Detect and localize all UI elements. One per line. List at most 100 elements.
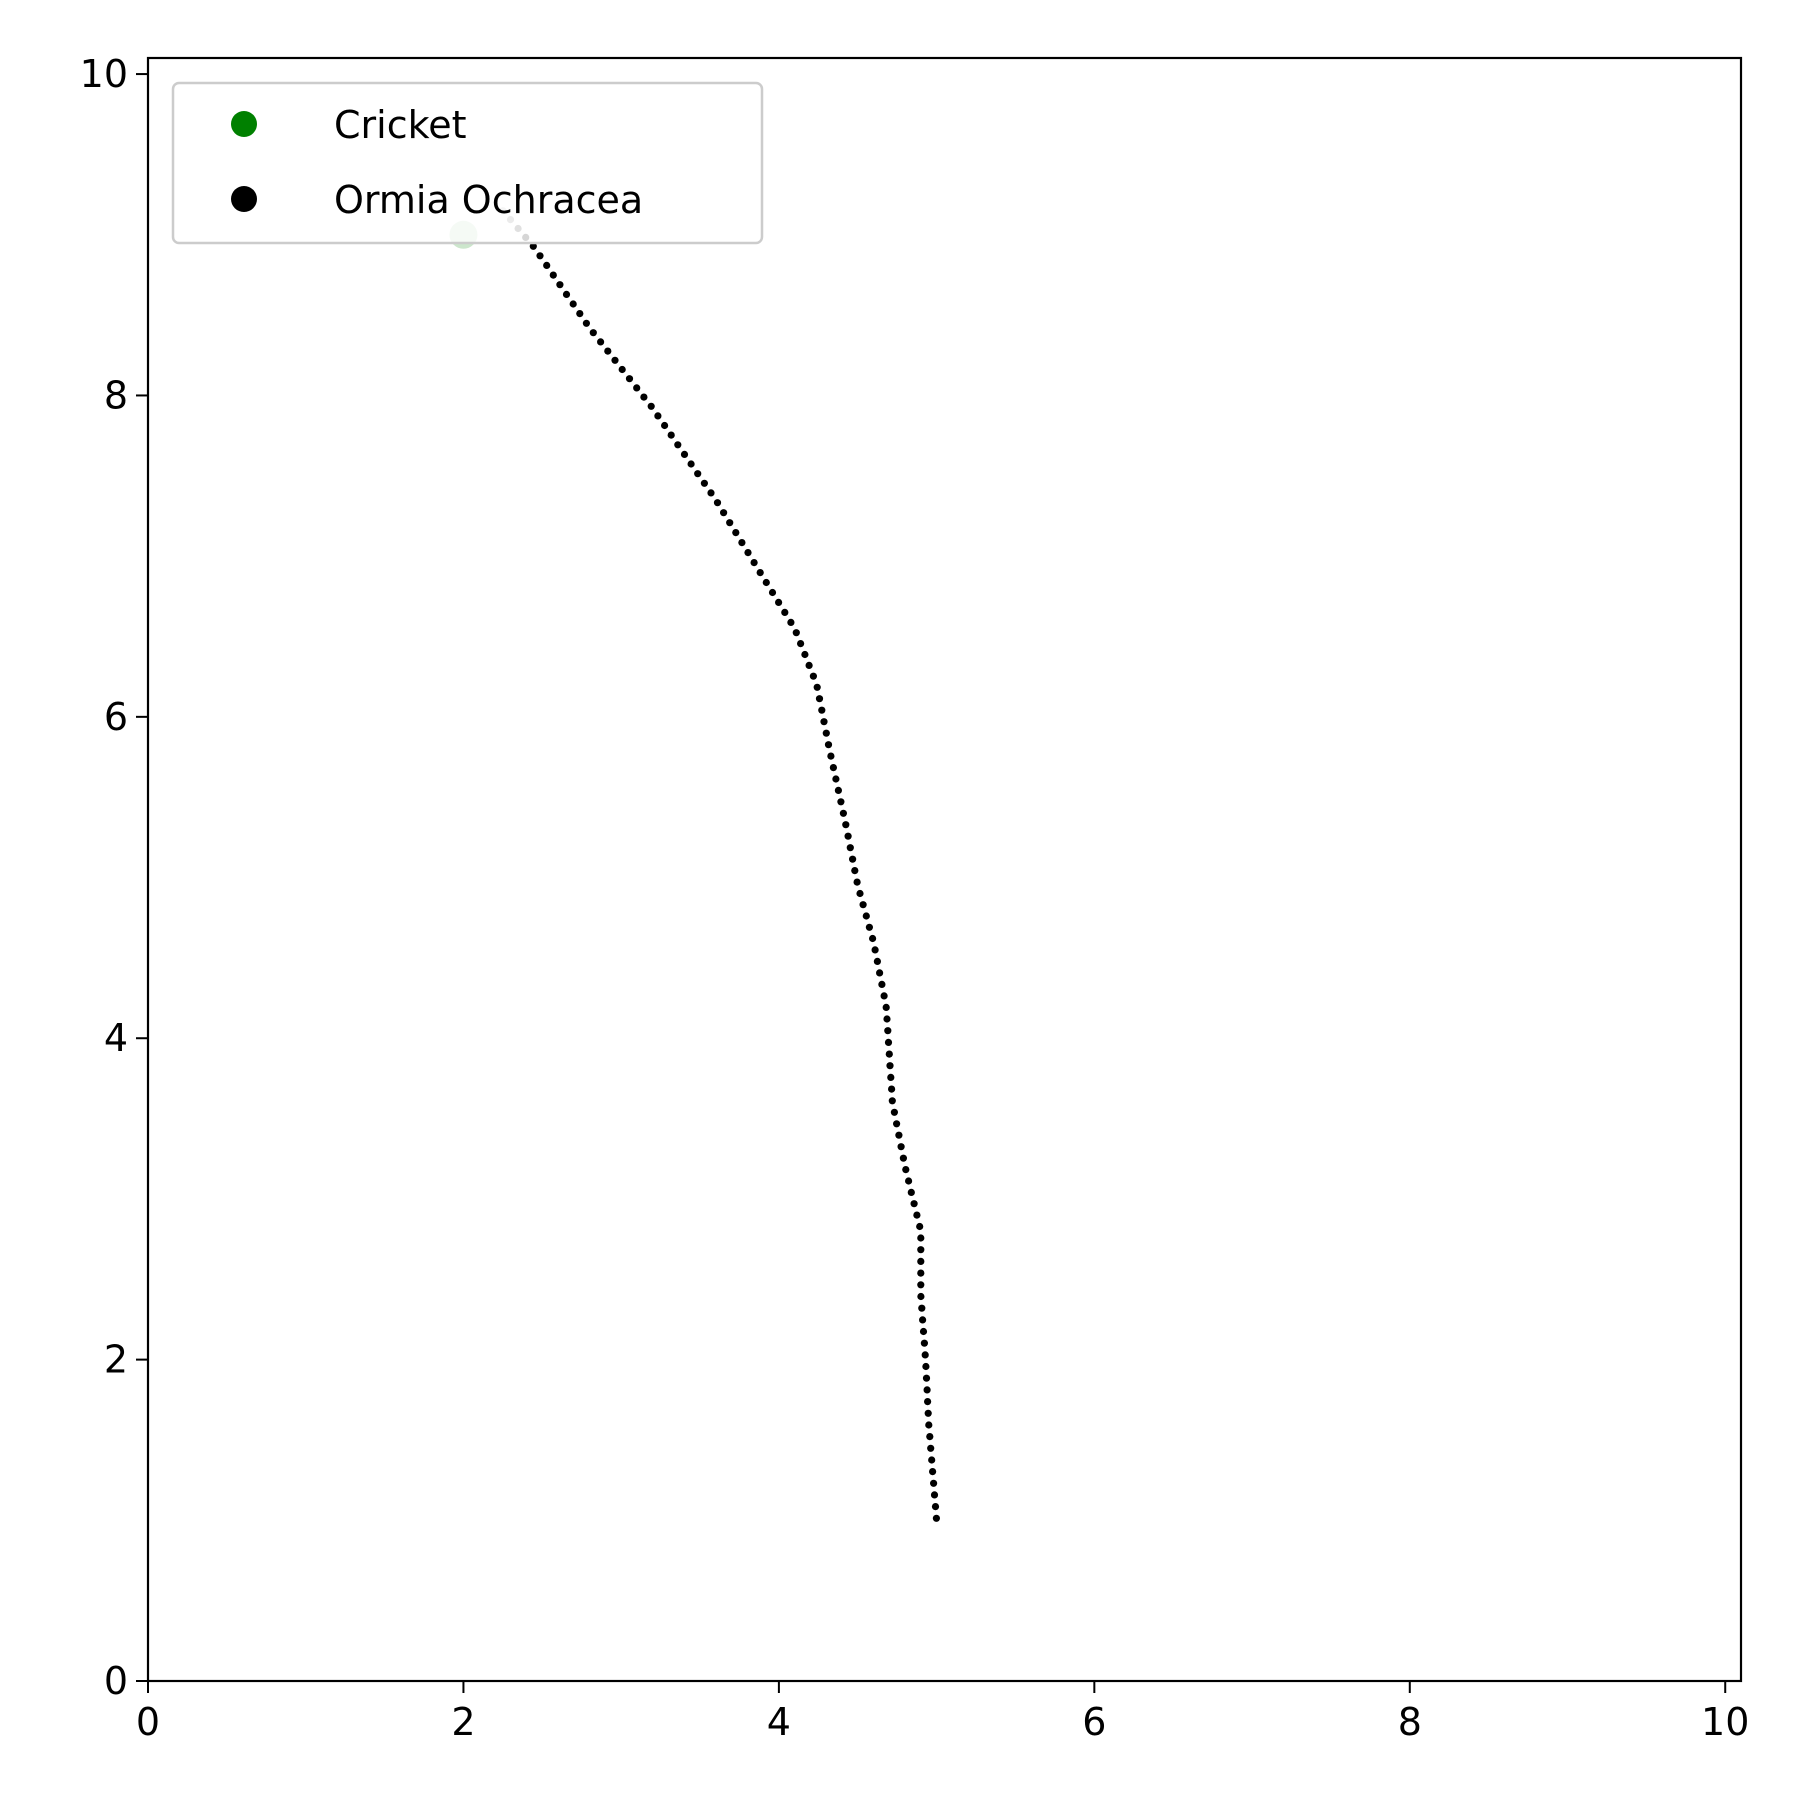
fly-point (713, 499, 722, 507)
fly-point (926, 1433, 934, 1441)
fly-point (654, 412, 662, 420)
x-tick-label: 8 (1398, 1700, 1422, 1744)
y-tick-label: 8 (104, 373, 128, 417)
fly-point (787, 618, 795, 627)
fly-point (917, 1292, 925, 1301)
x-tick-label: 10 (1701, 1700, 1749, 1744)
fly-point (899, 1154, 908, 1162)
fly-point (927, 1444, 935, 1452)
fly-point (781, 608, 789, 617)
fly-point (930, 1479, 938, 1487)
fly-point (928, 1456, 936, 1464)
fly-point (931, 1503, 940, 1511)
fly-point (876, 969, 884, 977)
fly-point (859, 901, 867, 909)
fly-point (917, 1246, 925, 1254)
y-tick-label: 2 (104, 1338, 128, 1382)
fly-point (869, 934, 877, 943)
fly-point (726, 519, 734, 527)
fly-point (902, 1166, 910, 1174)
fly-point (862, 912, 870, 920)
fly-point (618, 365, 626, 374)
fly-point (834, 786, 843, 795)
legend-label: Ormia Ochracea (334, 178, 643, 222)
fly-point (756, 569, 764, 577)
y-tick-label: 4 (104, 1016, 128, 1060)
fly-point (888, 1085, 896, 1093)
fly-point (647, 402, 655, 410)
fly-point (924, 1398, 932, 1406)
fly-point (917, 1269, 925, 1277)
fly-point (589, 329, 597, 337)
fly-point (625, 375, 634, 383)
fly-point (576, 310, 584, 318)
legend-label: Cricket (334, 103, 467, 147)
fly-point (932, 1514, 941, 1522)
fly-point (674, 441, 682, 449)
fly-point (661, 421, 669, 430)
fly-point (893, 1120, 901, 1128)
fly-point (750, 559, 758, 567)
fly-point (924, 1409, 932, 1417)
fly-point (922, 1362, 930, 1371)
x-tick-label: 0 (136, 1700, 160, 1744)
fly-point (832, 775, 840, 783)
fly-point (797, 640, 805, 648)
plot-frame (146, 56, 1743, 1683)
fly-point (815, 695, 824, 703)
fly-point (604, 347, 612, 355)
fly-point (667, 431, 675, 439)
y-tick-label: 10 (80, 52, 128, 96)
fly-point (829, 764, 838, 772)
fly-point (824, 741, 833, 749)
fly-point (916, 1222, 924, 1231)
x-tick-label: 2 (451, 1700, 475, 1744)
legend-marker (231, 111, 257, 137)
fly-point (851, 867, 859, 875)
fly-point (917, 1234, 925, 1242)
fly-point (884, 1038, 893, 1046)
fly-point (633, 384, 641, 392)
fly-point (556, 281, 564, 289)
fly-point (873, 957, 882, 966)
fly-point (865, 923, 874, 931)
fly-point (529, 242, 537, 250)
plot-points (449, 207, 941, 1522)
fly-point (925, 1421, 933, 1429)
fly-point (818, 706, 826, 714)
fly-point (700, 479, 709, 487)
fly-point (543, 261, 551, 269)
fly-point (562, 290, 571, 298)
fly-point (762, 578, 770, 587)
fly-point (640, 393, 648, 401)
fly-point (918, 1304, 926, 1312)
fly-point (871, 946, 879, 954)
fly-point (856, 889, 864, 898)
fly-point (886, 1062, 894, 1070)
fly-point (792, 629, 800, 637)
fly-point (880, 992, 888, 1000)
fly-point (744, 549, 752, 557)
fly-point (853, 878, 861, 886)
fly-point (919, 1327, 928, 1336)
fly-point (888, 1097, 896, 1105)
fly-point (890, 1108, 899, 1116)
fly-point (611, 356, 619, 364)
legend: Cricket Ormia Ochracea (171, 81, 764, 245)
fly-point (905, 1177, 913, 1185)
fly-point (878, 980, 886, 989)
fly-point (921, 1351, 929, 1359)
fly-point (707, 489, 715, 497)
fly-point (846, 844, 854, 852)
fly-point (837, 798, 845, 806)
fly-point (549, 271, 557, 279)
legend-marker (231, 186, 257, 212)
fly-point (919, 1316, 927, 1324)
fly-point (920, 1339, 929, 1347)
fly-point (809, 672, 818, 680)
fly-point (910, 1200, 918, 1208)
fly-point (732, 529, 740, 537)
fly-point (597, 338, 605, 346)
fly-point (738, 539, 746, 547)
